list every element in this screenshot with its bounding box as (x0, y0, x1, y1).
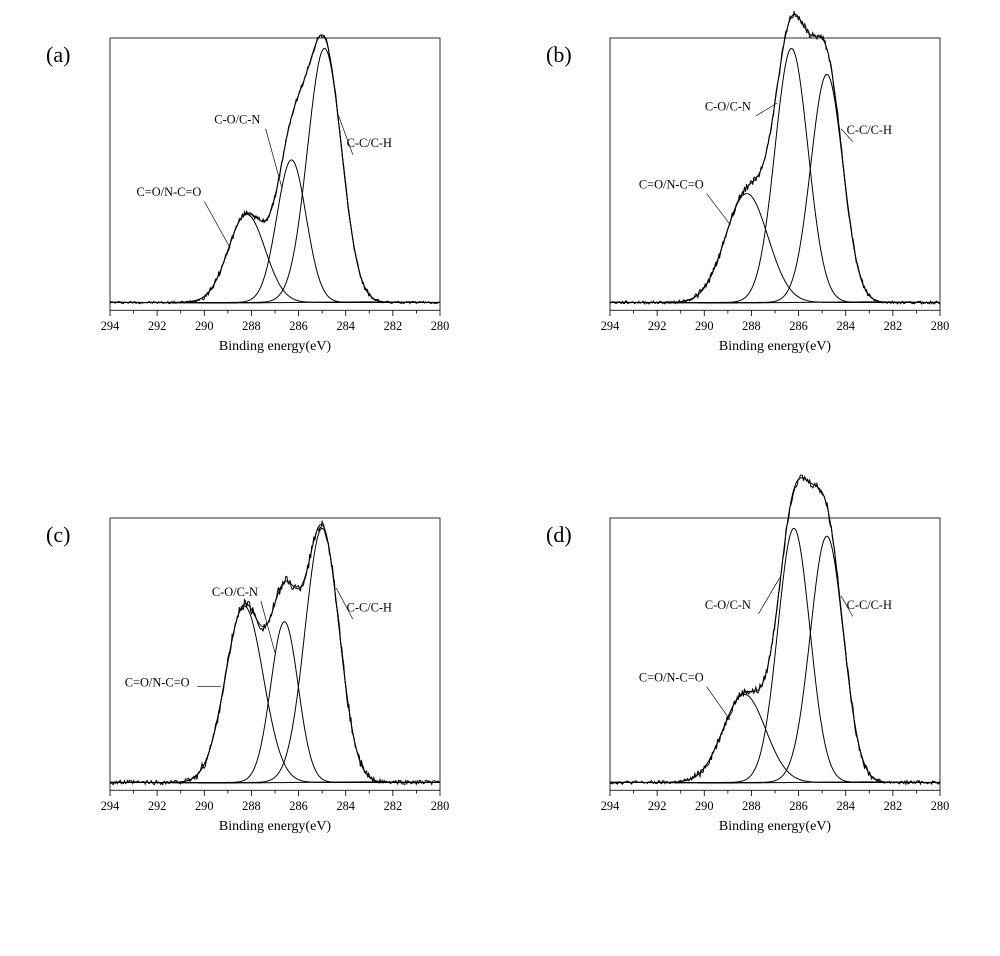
xtick-label: 294 (601, 799, 620, 813)
peak-annotation: C=O/N-C=O (639, 670, 704, 684)
xtick-label: 284 (836, 319, 855, 333)
peak-annotation: C-C/C-H (347, 136, 392, 150)
xtick-label: 294 (101, 319, 120, 333)
xtick-label: 290 (195, 319, 214, 333)
x-axis-title: Binding energy(eV) (719, 819, 832, 834)
xtick-label: 282 (884, 799, 903, 813)
x-axis-title: Binding energy(eV) (219, 339, 332, 354)
plot-area: 280 282 284 286 288 290 292 294 Binding energy(e… (575, 518, 975, 848)
peak-annotation: C-C/C-H (347, 600, 392, 614)
xtick-label: 284 (336, 799, 355, 813)
peak-annotation: C-C/C-H (847, 598, 892, 612)
xtick-label: 286 (289, 799, 308, 813)
peak-annotation: C-O/C-N (705, 100, 751, 114)
plot-area: 280 282 284 286 288 290 292 294 Binding energy(e… (575, 38, 975, 368)
peak-annotation: C=O/N-C=O (125, 676, 190, 690)
xtick-label: 292 (148, 799, 167, 813)
xtick-label: 284 (836, 799, 855, 813)
panel-label: (b) (546, 42, 572, 68)
xtick-label: 292 (148, 319, 167, 333)
xtick-label: 292 (648, 799, 667, 813)
xtick-label: 288 (742, 799, 761, 813)
xtick-label: 294 (101, 799, 120, 813)
xtick-label: 288 (742, 319, 761, 333)
xtick-label: 286 (789, 319, 808, 333)
peak-annotation: C-O/C-N (214, 113, 260, 127)
xtick-label: 282 (884, 319, 903, 333)
panel-c: (c) 280 282 284 286 288 290 292 294 Binding energ… (10, 488, 490, 948)
peak-annotation: C-O/C-N (705, 598, 751, 612)
plot-area: 280 282 284 286 288 290 292 294 Binding energy(e… (75, 38, 475, 368)
plot-area: 280 282 284 286 288 290 292 294 Binding energy(e… (75, 518, 475, 848)
peak-annotation: C-O/C-N (212, 585, 258, 599)
x-axis-title: Binding energy(eV) (719, 339, 832, 354)
xtick-label: 286 (289, 319, 308, 333)
xtick-label: 282 (384, 319, 403, 333)
xtick-label: 288 (242, 319, 261, 333)
xtick-label: 284 (336, 319, 355, 333)
xtick-label: 288 (242, 799, 261, 813)
xtick-label: 280 (931, 319, 950, 333)
xtick-label: 282 (384, 799, 403, 813)
peak-annotation: C=O/N-C=O (639, 177, 704, 191)
xtick-label: 280 (431, 799, 450, 813)
peak-annotation: C-C/C-H (847, 123, 892, 137)
xtick-label: 290 (195, 799, 214, 813)
panel-d: (d) 280 282 284 286 288 290 292 294 Binding energ… (510, 488, 990, 948)
xtick-label: 280 (431, 319, 450, 333)
xtick-label: 280 (931, 799, 950, 813)
panel-b: (b) 280 282 284 286 288 290 292 294 Binding energ… (510, 8, 990, 468)
peak-annotation: C=O/N-C=O (137, 185, 202, 199)
xtick-label: 294 (601, 319, 620, 333)
panel-label: (d) (546, 522, 572, 548)
xtick-label: 286 (789, 799, 808, 813)
xtick-label: 290 (695, 799, 714, 813)
panel-a: (a) 280 282 284 286 288 290 292 294 Binding energ… (10, 8, 490, 468)
panel-label: (c) (46, 522, 70, 548)
panel-label: (a) (46, 42, 70, 68)
xtick-label: 292 (648, 319, 667, 333)
x-axis-title: Binding energy(eV) (219, 819, 332, 834)
xtick-label: 290 (695, 319, 714, 333)
